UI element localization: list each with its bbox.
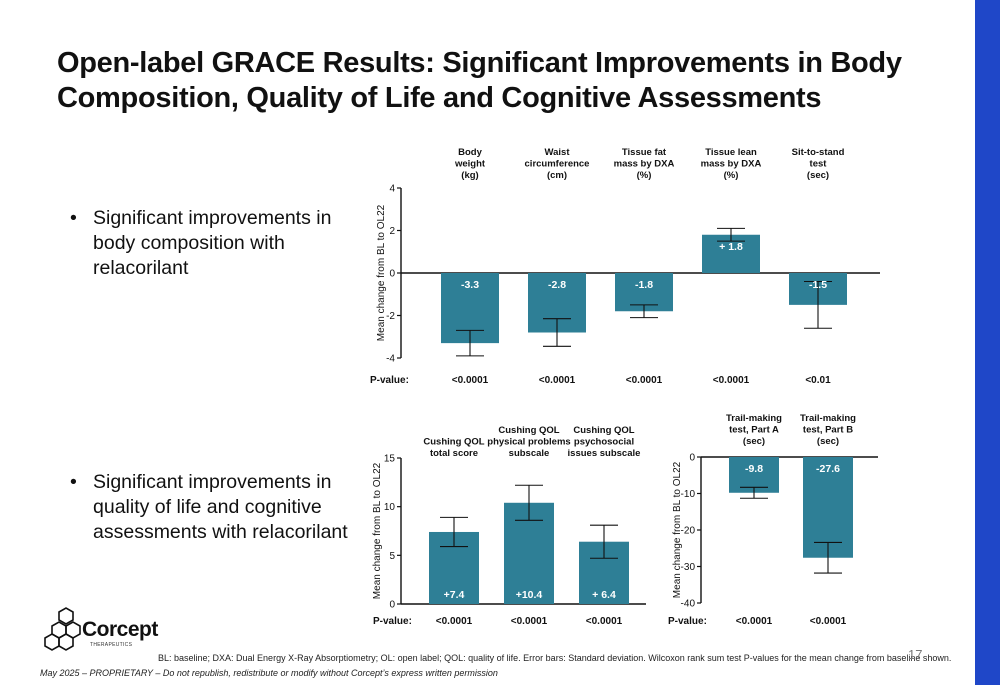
y-tick-label: 15	[384, 454, 396, 465]
y-axis-label: Mean change from BL to OL22	[376, 204, 387, 341]
data-label: -2.8	[548, 279, 566, 291]
corcept-logo: Corcept THERAPEUTICS	[38, 606, 158, 660]
y-tick-label: 10	[384, 502, 396, 513]
data-label: -1.5	[809, 279, 827, 291]
p-value: <0.0001	[626, 375, 663, 386]
y-tick-label: 0	[389, 269, 395, 280]
data-label: + 6.4	[592, 589, 616, 601]
hexagon-logo-icon	[44, 607, 81, 651]
p-value: <0.0001	[810, 616, 847, 627]
category-label: Waist	[545, 147, 571, 158]
y-tick-label: -10	[681, 489, 696, 500]
p-value-label: P-value:	[373, 616, 412, 627]
data-label: +7.4	[444, 589, 465, 601]
category-label: (sec)	[807, 170, 829, 181]
category-label: circumference	[525, 159, 590, 170]
p-value: <0.0001	[452, 375, 489, 386]
p-value-label: P-value:	[370, 375, 409, 386]
y-axis-label: Mean change from BL to OL22	[372, 462, 383, 599]
category-label: Cushing QOL	[498, 425, 559, 436]
data-label: -9.8	[745, 463, 763, 475]
p-value: <0.0001	[539, 375, 576, 386]
bullet-list-quality-of-life: Significant improvements in quality of l…	[70, 470, 353, 545]
data-label: -1.8	[635, 279, 653, 291]
category-label: weight	[454, 159, 486, 170]
p-value: <0.0001	[736, 616, 773, 627]
chart-trail-making: -40 -30 -20 -10 0 Mean change from BL to OL22…	[668, 413, 878, 627]
footer-disclaimer: May 2025 – PROPRIETARY – Do not republis…	[40, 668, 498, 678]
bullet-list-body-composition: Significant improvements in body composi…	[70, 206, 353, 281]
category-label: (kg)	[461, 170, 478, 181]
category-label: mass by DXA	[614, 159, 675, 170]
category-label: (%)	[637, 170, 652, 181]
category-label: Body	[458, 147, 482, 158]
bar	[803, 457, 853, 558]
y-tick-label: 0	[389, 600, 395, 611]
bullet-quality-of-life: Significant improvements in quality of l…	[70, 470, 353, 545]
category-label: test, Part B	[803, 425, 853, 436]
category-label: Tissue lean	[705, 147, 757, 158]
p-value: <0.0001	[511, 616, 548, 627]
category-label: subscale	[509, 448, 550, 459]
category-label: total score	[430, 448, 478, 459]
category-label: Tissue fat	[622, 147, 667, 158]
category-label: test, Part A	[729, 425, 779, 436]
y-tick-label: -40	[681, 599, 696, 610]
category-label: physical problems	[487, 437, 570, 448]
category-label: test	[810, 159, 828, 170]
slide-title: Open-label GRACE Results: Significant Im…	[57, 47, 902, 114]
category-label: Cushing QOL	[423, 437, 484, 448]
accent-bar	[975, 0, 1000, 685]
logo-tagline: THERAPEUTICS	[90, 642, 133, 648]
data-label: -3.3	[461, 279, 479, 291]
p-value-label: P-value:	[668, 616, 707, 627]
category-label: mass by DXA	[701, 159, 762, 170]
y-tick-label: -30	[681, 562, 696, 573]
data-label: -27.6	[816, 463, 840, 475]
p-value: <0.0001	[436, 616, 473, 627]
y-tick-label: -20	[681, 526, 696, 537]
footnote: BL: baseline; DXA: Dual Energy X-Ray Abs…	[158, 653, 952, 663]
category-label: (%)	[724, 170, 739, 181]
y-tick-label: 2	[389, 226, 395, 237]
y-tick-label: 5	[389, 551, 395, 562]
y-axis-label: Mean change from BL to OL22	[672, 461, 683, 598]
y-tick-label: 4	[389, 184, 395, 195]
y-tick-label: -2	[386, 311, 395, 322]
category-label: (sec)	[743, 436, 765, 447]
category-label: issues subscale	[568, 448, 641, 459]
logo-wordmark: Corcept	[82, 618, 158, 641]
category-label: (cm)	[547, 170, 567, 181]
data-label: +10.4	[516, 589, 543, 601]
p-value: <0.0001	[713, 375, 750, 386]
category-label: psychosocial	[574, 437, 634, 448]
category-label: Trail-making	[726, 413, 782, 424]
page-number: 17	[908, 647, 923, 662]
data-label: + 1.8	[719, 241, 743, 253]
p-value: <0.0001	[586, 616, 623, 627]
category-label: Sit-to-stand	[792, 147, 845, 158]
bullet-body-composition: Significant improvements in body composi…	[70, 206, 353, 281]
y-tick-label: -4	[386, 354, 395, 365]
category-label: Cushing QOL	[573, 425, 634, 436]
category-label: Trail-making	[800, 413, 856, 424]
p-value: <0.01	[805, 375, 831, 386]
category-label: (sec)	[817, 436, 839, 447]
y-tick-label: 0	[689, 453, 695, 464]
